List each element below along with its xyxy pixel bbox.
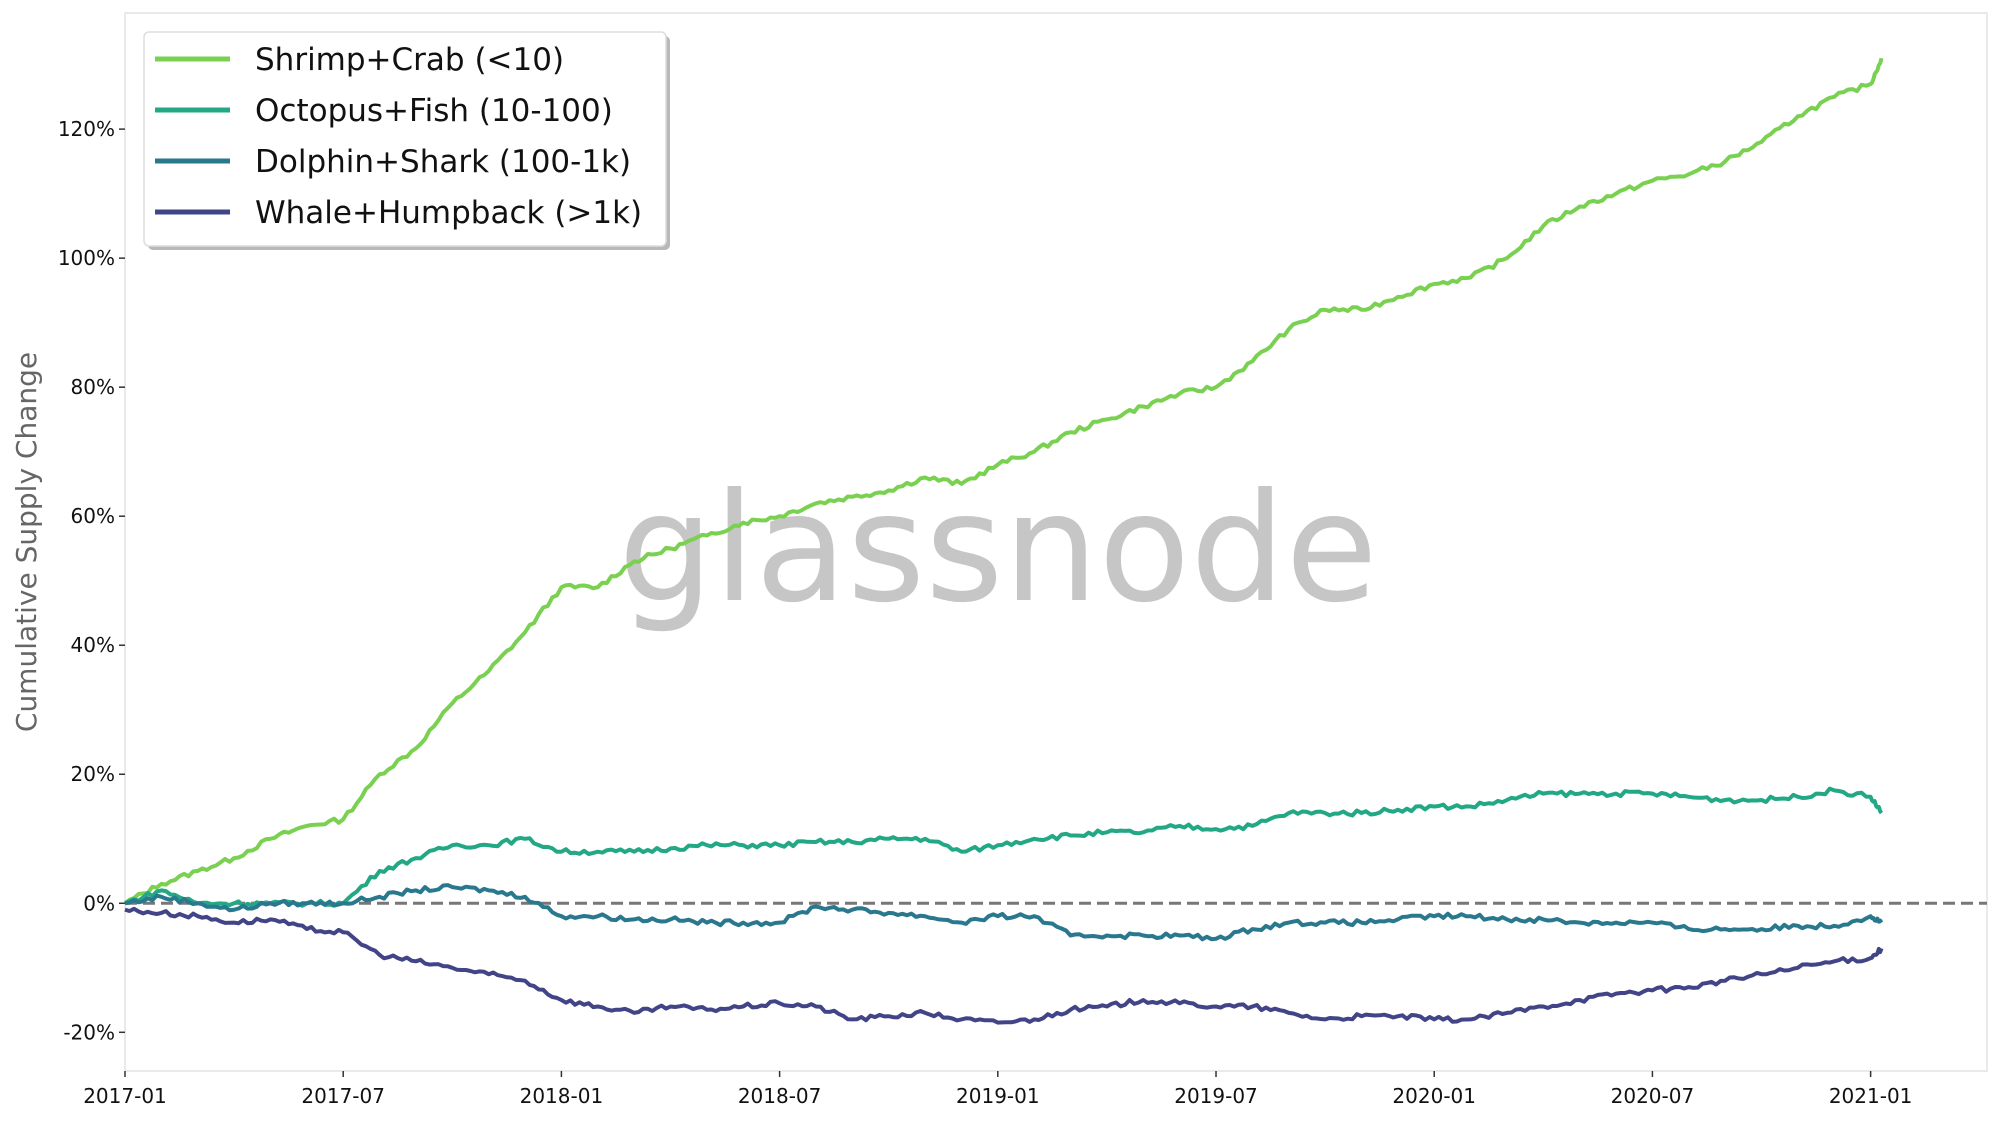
- x-tick-label: 2017-01: [83, 1084, 167, 1108]
- x-tick-label: 2020-07: [1611, 1084, 1695, 1108]
- y-tick-label: -20%: [63, 1020, 115, 1044]
- x-tick-label: 2018-07: [738, 1084, 822, 1108]
- y-tick-label: 60%: [71, 504, 115, 528]
- plot-frame: [124, 12, 1988, 1072]
- legend-label: Octopus+Fish (10-100): [255, 93, 613, 129]
- x-tick-label: 2019-01: [956, 1084, 1040, 1108]
- x-tick-label: 2021-01: [1829, 1084, 1913, 1108]
- y-tick-label: 20%: [71, 762, 115, 786]
- series-line-3: [124, 906, 1884, 1025]
- y-axis-label: Cumulative Supply Change: [10, 352, 43, 732]
- x-tick-label: 2020-01: [1392, 1084, 1476, 1108]
- y-tick-label: 120%: [58, 117, 115, 141]
- y-tick-label: 100%: [58, 246, 115, 270]
- legend-label: Whale+Humpback (>1k): [255, 195, 642, 231]
- y-tick-label: 0%: [83, 891, 115, 915]
- series-line-2: [124, 883, 1884, 942]
- legend: Shrimp+Crab (<10) Octopus+Fish (10-100) Do…: [143, 31, 670, 250]
- watermark: glassnode: [618, 462, 1377, 636]
- y-tick-label: 80%: [71, 375, 115, 399]
- x-tick-label: 2017-07: [301, 1084, 385, 1108]
- series-line-0: [123, 57, 1884, 905]
- x-tick-label: 2019-07: [1174, 1084, 1258, 1108]
- legend-label: Shrimp+Crab (<10): [255, 42, 564, 78]
- x-tick-label: 2018-01: [520, 1084, 604, 1108]
- y-tick-label: 40%: [71, 633, 115, 657]
- series-line-1: [124, 786, 1884, 908]
- legend-label: Dolphin+Shark (100-1k): [255, 144, 631, 180]
